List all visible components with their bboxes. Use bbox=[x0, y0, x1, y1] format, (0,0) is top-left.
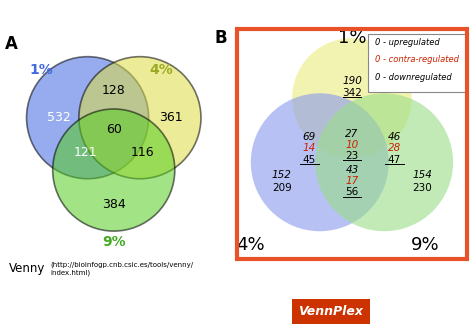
Text: A: A bbox=[5, 35, 18, 53]
Text: 69: 69 bbox=[303, 132, 316, 142]
Circle shape bbox=[27, 57, 149, 179]
Circle shape bbox=[315, 93, 453, 231]
Text: 121: 121 bbox=[73, 146, 97, 159]
Text: 230: 230 bbox=[412, 182, 432, 193]
Text: 361: 361 bbox=[159, 111, 182, 124]
FancyBboxPatch shape bbox=[368, 34, 468, 92]
Text: 4%: 4% bbox=[150, 63, 173, 77]
Circle shape bbox=[79, 57, 201, 179]
Text: 1%: 1% bbox=[337, 29, 366, 47]
Text: 47: 47 bbox=[388, 155, 401, 165]
Text: 0 - downregulated: 0 - downregulated bbox=[375, 73, 452, 82]
Text: 532: 532 bbox=[47, 111, 71, 124]
Text: 14: 14 bbox=[303, 144, 316, 153]
Text: 154: 154 bbox=[412, 170, 432, 180]
Text: 190: 190 bbox=[342, 76, 362, 86]
Circle shape bbox=[251, 93, 389, 231]
FancyBboxPatch shape bbox=[292, 299, 370, 324]
Text: VennPlex: VennPlex bbox=[298, 305, 363, 318]
Text: 43: 43 bbox=[346, 165, 358, 175]
Text: 27: 27 bbox=[346, 129, 358, 139]
Text: 116: 116 bbox=[130, 146, 154, 159]
Text: B: B bbox=[214, 29, 227, 47]
Text: 9%: 9% bbox=[411, 236, 440, 254]
Text: 0 - contra-regulated: 0 - contra-regulated bbox=[375, 55, 459, 64]
Text: Venny: Venny bbox=[9, 262, 46, 275]
Text: 1%: 1% bbox=[30, 63, 54, 77]
Circle shape bbox=[53, 109, 175, 231]
Text: 60: 60 bbox=[106, 123, 122, 136]
Text: 0 - upregulated: 0 - upregulated bbox=[375, 38, 440, 47]
Circle shape bbox=[292, 38, 412, 158]
Text: 152: 152 bbox=[272, 170, 292, 180]
Text: 28: 28 bbox=[388, 144, 401, 153]
Text: 17: 17 bbox=[346, 176, 358, 186]
Text: 4%: 4% bbox=[237, 236, 265, 254]
Text: 128: 128 bbox=[102, 84, 126, 97]
Text: 209: 209 bbox=[272, 182, 292, 193]
Text: 9%: 9% bbox=[102, 235, 126, 249]
Text: (http://bioinfogp.cnb.csic.es/tools/venny/
index.html): (http://bioinfogp.cnb.csic.es/tools/venn… bbox=[51, 262, 194, 276]
Text: 46: 46 bbox=[388, 132, 401, 142]
Text: 10: 10 bbox=[346, 140, 358, 149]
Text: 56: 56 bbox=[346, 187, 358, 198]
Text: 342: 342 bbox=[342, 88, 362, 98]
Text: 384: 384 bbox=[102, 198, 126, 212]
Text: 45: 45 bbox=[303, 155, 316, 165]
Text: 23: 23 bbox=[346, 151, 358, 161]
